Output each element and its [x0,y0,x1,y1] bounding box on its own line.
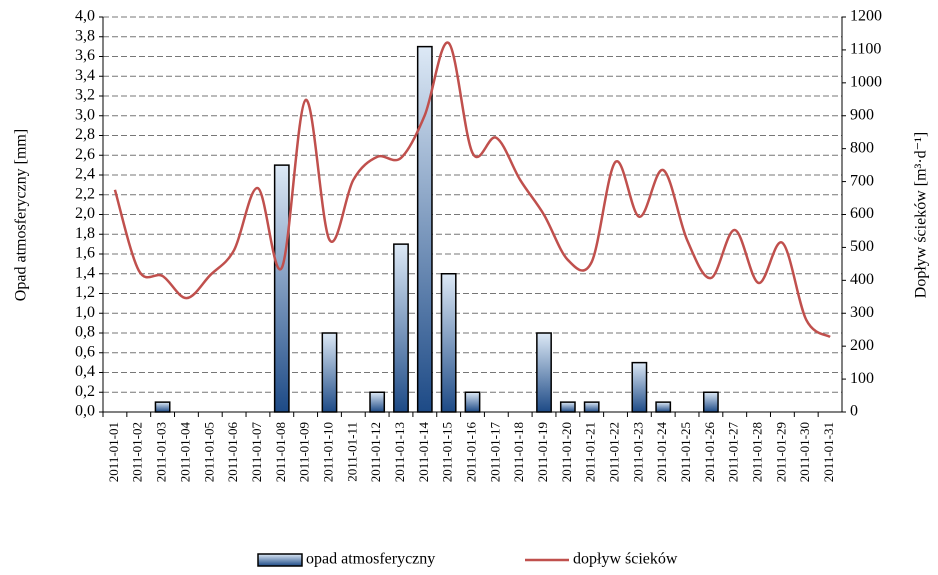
y2-tick-label: 600 [850,205,874,222]
x-tick-label: 2011-01-24 [654,422,669,483]
x-tick-label: 2011-01-09 [297,422,312,482]
bar [321,332,338,413]
y-tick-label: 2,8 [75,126,95,143]
bar [655,401,672,413]
y-axis-title: Opad atmosferyczny [mm] [13,129,30,301]
y-tick-label: 1,8 [75,225,95,242]
bar [583,401,600,413]
x-tick-label: 2011-01-25 [678,422,693,482]
y2-tick-label: 0 [850,403,858,420]
y-tick-label: 1,0 [75,304,95,321]
x-tick-label: 2011-01-04 [177,422,192,483]
x-tick-label: 2011-01-30 [797,422,812,482]
bar [369,391,386,413]
bar [393,243,409,413]
x-tick-label: 2011-01-18 [511,422,526,482]
x-tick-label: 2011-01-08 [273,422,288,482]
x-tick-label: 2011-01-07 [249,422,264,483]
y2-tick-label: 400 [850,271,874,288]
x-tick-label: 2011-01-06 [225,422,240,483]
x-tick-label: 2011-01-14 [416,422,431,483]
x-tick-label: 2011-01-27 [726,422,741,483]
y-tick-label: 3,4 [75,67,95,84]
y-tick-label: 2,2 [75,185,95,202]
y2-tick-label: 900 [850,106,874,123]
bar [559,401,576,413]
x-tick-label: 2011-01-31 [821,422,836,482]
bar [464,391,481,413]
x-tick-label: 2011-01-11 [344,422,359,482]
y-tick-label: 0,8 [75,324,95,341]
bar [536,332,552,413]
x-tick-label: 2011-01-17 [487,422,502,483]
y2-tick-label: 500 [850,238,874,255]
y2-tick-label: 1100 [850,41,881,58]
bar [440,273,457,413]
y2-axis-title: Dopływ ścieków [m³·d⁻¹] [913,132,930,298]
x-tick-label: 2011-01-03 [154,422,169,482]
x-tick-label: 2011-01-16 [463,422,478,483]
y-tick-label: 3,0 [75,106,95,123]
y-tick-label: 1,6 [75,245,95,262]
bar [702,391,719,413]
y-tick-label: 1,2 [75,284,95,301]
y-tick-label: 3,6 [75,47,95,64]
x-tick-label: 2011-01-15 [440,422,455,482]
bar [273,164,290,413]
y-tick-label: 0,2 [75,383,95,400]
x-tick-label: 2011-01-22 [607,422,622,482]
line [113,41,831,339]
y-tick-label: 0,6 [75,343,95,360]
y2-tick-label: 1200 [850,8,882,25]
y-tick-label: 0,4 [75,363,95,380]
y-tick-label: 1,4 [75,264,95,281]
x-tick-label: 2011-01-21 [583,422,598,482]
y-tick-label: 2,6 [75,146,95,163]
x-tick-label: 2011-01-26 [702,422,717,483]
y2-tick-label: 100 [850,370,874,387]
y-tick-label: 4,0 [75,8,95,25]
x-tick-label: 2011-01-10 [320,422,335,482]
y-tick-label: 2,4 [75,166,95,183]
x-tick-label: 2011-01-01 [106,422,121,482]
y-tick-label: 2,0 [75,205,95,222]
x-tick-label: 2011-01-13 [392,422,407,482]
y2-tick-label: 800 [850,139,874,156]
x-tick-label: 2011-01-29 [773,422,788,482]
x-tick-label: 2011-01-20 [559,422,574,482]
bar [631,361,648,413]
x-tick-label: 2011-01-19 [535,422,550,482]
bar [154,401,171,413]
y-tick-label: 0,0 [75,403,95,420]
x-tick-label: 2011-01-02 [130,422,145,482]
x-tick-label: 2011-01-23 [630,422,645,482]
y2-tick-label: 200 [850,337,874,354]
y2-tick-label: 300 [850,304,874,321]
y-tick-label: 3,2 [75,87,95,104]
legend-label: opad atmosferyczny [306,551,435,568]
legend-label: dopływ ścieków [573,551,678,568]
y-tick-label: 3,8 [75,27,95,44]
legend-swatch [257,553,303,567]
x-tick-label: 2011-01-05 [201,422,216,482]
y2-tick-label: 700 [850,172,874,189]
x-tick-label: 2011-01-28 [750,422,765,482]
y2-tick-label: 1000 [850,74,882,91]
bar [416,45,433,413]
x-tick-label: 2011-01-12 [368,422,383,482]
